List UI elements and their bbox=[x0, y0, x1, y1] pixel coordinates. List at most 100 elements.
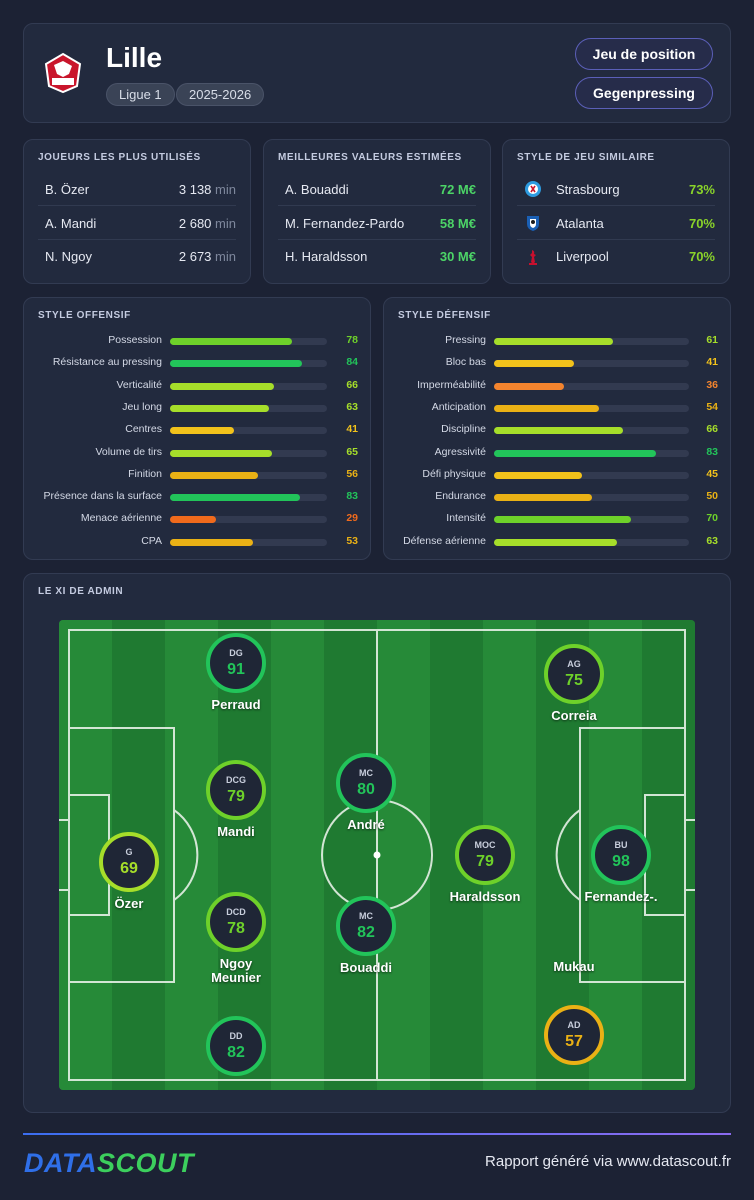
atalanta-crest-icon bbox=[527, 216, 539, 231]
player-rating-badge: G 69 bbox=[99, 832, 159, 892]
player-rating-badge: DCD 78 bbox=[206, 892, 266, 952]
metric-label: Possession bbox=[108, 334, 162, 346]
metric-bar-track bbox=[494, 516, 689, 524]
player-card[interactable]: MC 80 André bbox=[336, 753, 396, 832]
player-card[interactable]: DCD 78 Ngoy bbox=[206, 892, 266, 971]
metric-bar-fill bbox=[170, 338, 293, 345]
player-rating: 75 bbox=[565, 672, 583, 689]
player-name: Mukau bbox=[553, 959, 595, 974]
style-metric-row: Jeu long 63 bbox=[24, 401, 372, 415]
player-position: DCD bbox=[226, 907, 246, 917]
player-position: G bbox=[125, 847, 133, 857]
metric-bar-fill bbox=[170, 404, 269, 412]
metric-bar-track bbox=[170, 538, 327, 546]
metric-value: 56 bbox=[346, 467, 358, 480]
card-title: STYLE OFFENSIF bbox=[38, 310, 131, 321]
metric-value: 83 bbox=[706, 445, 718, 458]
player-name: Fernandez-. bbox=[584, 889, 658, 904]
metric-value: 65 bbox=[346, 445, 358, 458]
metric-value: 50 bbox=[706, 490, 718, 503]
metric-label: Défi physique bbox=[422, 467, 486, 480]
metric-bar-track bbox=[494, 449, 689, 457]
player-rating: 98 bbox=[612, 853, 630, 870]
style-metric-row: Présence dans la surface 83 bbox=[24, 490, 372, 504]
player-name: Correia bbox=[551, 708, 597, 723]
metric-label: Bloc bas bbox=[445, 356, 486, 369]
metric-label: Finition bbox=[128, 467, 162, 480]
metric-bar-fill bbox=[494, 382, 565, 390]
metric-label: Intensité bbox=[446, 512, 486, 525]
metric-value: 83 bbox=[346, 490, 358, 503]
metric-label: Défense aérienne bbox=[403, 534, 486, 547]
player-rating-badge: BU 98 bbox=[591, 825, 651, 885]
player-name: Mandi bbox=[217, 824, 255, 839]
club-name: Liverpool bbox=[556, 249, 609, 264]
player-card[interactable]: BU 98 Fernandez-. bbox=[585, 825, 657, 904]
player-rating-badge: AG 75 bbox=[544, 644, 604, 704]
card-title: STYLE DÉFENSIF bbox=[398, 310, 491, 321]
style-metric-row: CPA 53 bbox=[24, 535, 372, 549]
player-card[interactable]: AG 75 Correia bbox=[544, 644, 604, 723]
metric-bar-track bbox=[494, 404, 689, 412]
offensive-style-card: STYLE OFFENSIF Possession 78 Résistance au… bbox=[23, 297, 371, 560]
player-position: DCG bbox=[226, 775, 246, 785]
player-rating-badge: DG 91 bbox=[206, 633, 266, 693]
minutes-unit: min bbox=[215, 249, 236, 264]
similarity-value: 73% bbox=[688, 181, 715, 197]
player-name: Ngoy bbox=[219, 956, 253, 971]
club-name: Atalanta bbox=[556, 215, 604, 231]
metric-value: 63 bbox=[346, 400, 358, 413]
player-card[interactable]: AD 57 Mukau bbox=[544, 959, 604, 1065]
metric-bar-track bbox=[170, 360, 327, 368]
metric-value: 84 bbox=[346, 356, 358, 369]
player-card[interactable]: G 69 Özer bbox=[99, 832, 159, 911]
player-position: AG bbox=[567, 659, 581, 669]
player-position: MOC bbox=[474, 840, 496, 850]
league-badge: Ligue 1 bbox=[106, 83, 175, 106]
player-card[interactable]: MOC 79 Haraldsson bbox=[450, 825, 520, 904]
list-item: N. Ngoy 2 673 min bbox=[38, 240, 236, 273]
player-name: B. Özer bbox=[45, 181, 90, 197]
defensive-style-card: STYLE DÉFENSIF Pressing 61 Bloc bas 41 Imper… bbox=[383, 297, 731, 560]
player-name: A. Mandi bbox=[45, 215, 97, 231]
style-tag-gegenpressing[interactable]: Gegenpressing bbox=[575, 77, 713, 109]
player-rating-badge: MC 80 bbox=[336, 753, 396, 813]
player-position: MC bbox=[359, 911, 373, 921]
player-rating: 78 bbox=[227, 920, 245, 937]
metric-bar-track bbox=[170, 516, 327, 524]
style-metric-row: Imperméabilité 36 bbox=[384, 379, 732, 393]
metric-bar-fill bbox=[494, 360, 574, 368]
metric-bar-fill bbox=[494, 338, 613, 345]
metric-bar-fill bbox=[494, 449, 656, 457]
list-item: A. Mandi 2 680 min bbox=[38, 207, 236, 240]
player-name: M. Fernandez-Pardo bbox=[285, 215, 405, 231]
team-header: Lille Ligue 1 2025-2026 Jeu de position … bbox=[23, 23, 731, 123]
card-title: MEILLEURES VALEURS ESTIMÉES bbox=[278, 152, 462, 163]
player-name: Perraud bbox=[211, 697, 261, 712]
metric-label: Anticipation bbox=[431, 400, 486, 413]
style-tag-jeu-de-position[interactable]: Jeu de position bbox=[575, 38, 713, 70]
similar-style-card: STYLE DE JEU SIMILAIRE Strasbourg 73% At… bbox=[502, 139, 730, 284]
club-name: Strasbourg bbox=[556, 181, 620, 197]
player-card[interactable]: DD 82 Meunier bbox=[206, 970, 266, 1076]
style-metric-row: Anticipation 54 bbox=[384, 401, 732, 415]
style-metric-row: Endurance 50 bbox=[384, 490, 732, 504]
list-item: H. Haraldsson 30 M€ bbox=[278, 240, 476, 273]
player-card[interactable]: MC 82 Bouaddi bbox=[336, 896, 396, 975]
player-name: H. Haraldsson bbox=[285, 249, 368, 264]
metric-value: 41 bbox=[706, 356, 718, 369]
card-title: JOUEURS LES PLUS UTILISÉS bbox=[38, 152, 201, 163]
metric-bar-fill bbox=[494, 516, 631, 524]
player-name: Haraldsson bbox=[449, 889, 521, 904]
metric-value: 63 bbox=[706, 534, 718, 547]
player-rating: 82 bbox=[357, 924, 375, 941]
player-card[interactable]: DCG 79 Mandi bbox=[206, 760, 266, 839]
style-metric-row: Défense aérienne 63 bbox=[384, 535, 732, 549]
metric-bar-track bbox=[494, 338, 689, 345]
lille-logo bbox=[44, 52, 82, 94]
metric-bar-track bbox=[494, 360, 689, 368]
style-metric-row: Intensité 70 bbox=[384, 512, 732, 526]
metric-label: Menace aérienne bbox=[80, 512, 162, 525]
player-position: AD bbox=[567, 1020, 581, 1030]
player-card[interactable]: DG 91 Perraud bbox=[206, 633, 266, 712]
